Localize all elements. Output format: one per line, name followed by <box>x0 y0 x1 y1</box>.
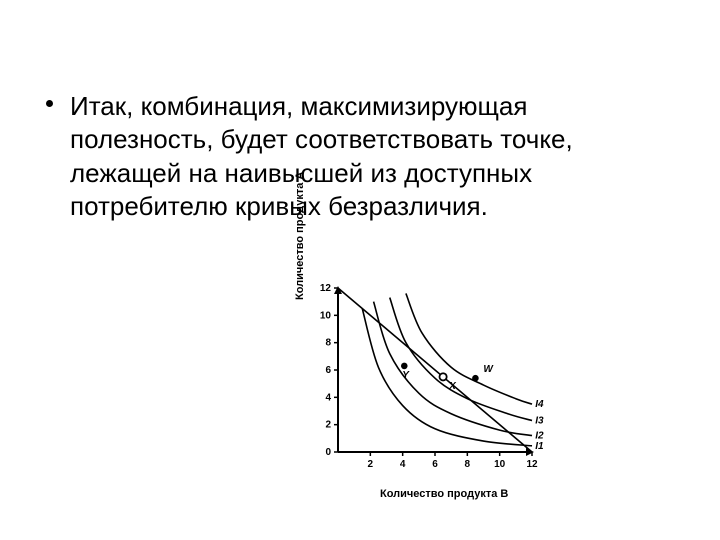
bullet-text: Итак, комбинация, максимизирующая полезн… <box>70 90 660 223</box>
svg-text:8: 8 <box>325 338 331 349</box>
svg-text:4: 4 <box>400 459 406 470</box>
svg-text:X: X <box>448 381 457 392</box>
svg-text:6: 6 <box>432 459 438 470</box>
svg-text:I1: I1 <box>535 441 544 452</box>
svg-text:6: 6 <box>325 365 331 376</box>
svg-text:10: 10 <box>494 459 506 470</box>
indifference-chart: Количество продукта A 02468101224681012I… <box>300 280 560 500</box>
svg-text:4: 4 <box>325 392 331 403</box>
svg-text:8: 8 <box>465 459 471 470</box>
svg-text:12: 12 <box>526 459 538 470</box>
svg-text:12: 12 <box>320 283 332 294</box>
y-axis-label: Количество продукта A <box>294 172 306 300</box>
svg-text:2: 2 <box>325 420 331 431</box>
bullet-content: Итак, комбинация, максимизирующая полезн… <box>70 91 573 221</box>
bullet-dot <box>46 100 53 107</box>
svg-text:Y: Y <box>402 370 410 381</box>
svg-text:I2: I2 <box>535 431 544 442</box>
svg-text:I3: I3 <box>535 416 544 427</box>
svg-text:0: 0 <box>325 447 331 458</box>
svg-text:I4: I4 <box>535 399 544 410</box>
svg-text:W: W <box>483 364 494 375</box>
chart-svg: 0 2 4 6 8 10 12 2 4 6 8 10 12 I1I2 I3 I4 Y X W <box>300 280 560 480</box>
svg-text:10: 10 <box>320 310 332 321</box>
x-axis-label: Количество продукта B <box>380 488 508 500</box>
svg-text:2: 2 <box>368 459 374 470</box>
